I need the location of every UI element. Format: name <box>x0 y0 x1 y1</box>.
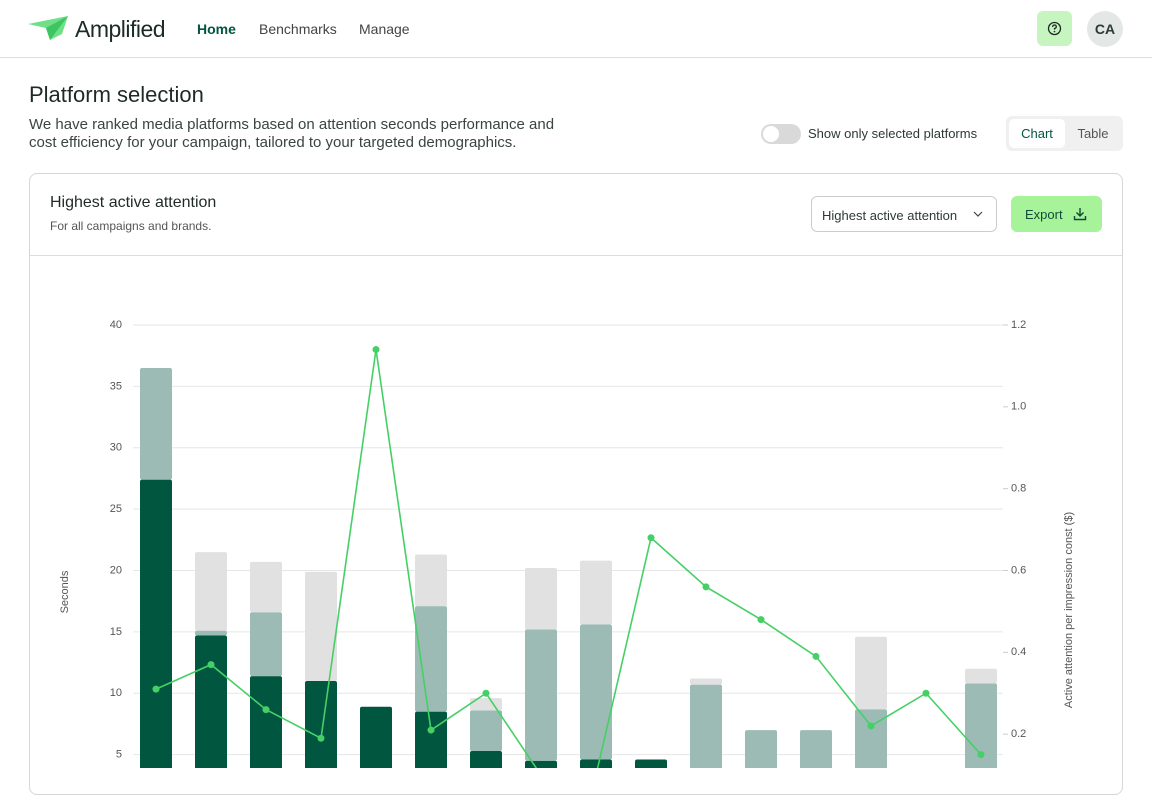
bar-segment <box>415 606 447 712</box>
bar-segment <box>195 630 227 636</box>
line-point <box>922 689 930 697</box>
chart: Seconds Active attention per impression … <box>59 319 1075 768</box>
nav-link[interactable]: Home <box>197 21 236 37</box>
bar-segment <box>525 760 557 768</box>
bar-segment <box>470 710 502 751</box>
help-button[interactable] <box>1037 11 1072 46</box>
help-icon <box>1047 21 1062 36</box>
card-title: Highest active attention <box>50 194 217 211</box>
y-tick-label: 25 <box>110 503 122 515</box>
toggle-label: Show only selected platforms <box>808 126 978 141</box>
bar-segment <box>855 709 887 768</box>
logo[interactable]: Amplified <box>75 16 166 42</box>
bar-segment <box>360 706 392 768</box>
line-point <box>757 616 765 624</box>
metric-dropdown[interactable]: Highest active attention <box>811 196 997 232</box>
y2-tick-label: 0.8 <box>1011 483 1026 495</box>
bar-segment <box>690 684 722 768</box>
line-point <box>262 706 270 714</box>
line <box>155 349 982 768</box>
bar-segment <box>305 571 337 681</box>
line-point <box>977 751 985 759</box>
bar-segment <box>470 698 502 711</box>
bar-segment <box>580 759 612 768</box>
card-subtitle: For all campaigns and brands. <box>50 219 212 233</box>
bar-segment <box>635 759 667 768</box>
bar-segment <box>580 624 612 760</box>
bar-segment <box>580 560 612 625</box>
line-point <box>647 534 655 542</box>
tab-group: Chart Table <box>1006 116 1123 151</box>
line-point <box>812 652 820 660</box>
tab[interactable]: Table <box>1077 126 1109 141</box>
line-point <box>152 685 160 693</box>
y2-tick-label: 0.4 <box>1011 646 1026 658</box>
y2-tick-label: 0.6 <box>1011 564 1026 576</box>
y2-axis-title: Active attention per impression const ($… <box>1063 512 1075 708</box>
line-point <box>427 726 435 734</box>
export-button[interactable]: Export <box>1011 196 1102 232</box>
y2-tick-label: 1.0 <box>1011 401 1026 413</box>
y-axis-title: Seconds <box>59 570 71 613</box>
bar-segment <box>415 711 447 768</box>
y-tick-label: 10 <box>110 687 122 699</box>
bar-segment <box>800 730 832 768</box>
y-tick-label: 20 <box>110 564 122 576</box>
bar-segment <box>305 680 337 768</box>
toggle[interactable] <box>761 124 801 144</box>
line-point <box>867 722 875 730</box>
line-point <box>207 661 215 669</box>
page-description: We have ranked media platforms based on … <box>29 116 555 151</box>
line-point <box>482 689 490 697</box>
divider <box>30 255 1122 256</box>
tab[interactable]: Chart <box>1009 119 1065 148</box>
bar-segment <box>195 635 227 768</box>
y2-tick-label: 0.2 <box>1011 728 1026 740</box>
bar-segment <box>250 561 282 613</box>
download-icon <box>1073 208 1087 221</box>
top-bar: Amplified Home Benchmarks Manage CA <box>0 0 1152 58</box>
bar-segment <box>855 636 887 710</box>
y-tick-label: 40 <box>110 319 122 331</box>
bar-segment <box>965 668 997 684</box>
dropdown-label: Highest active attention <box>822 208 958 223</box>
bar-segment <box>745 730 777 768</box>
bar-segment <box>140 367 172 480</box>
chevron <box>973 211 983 217</box>
nav-link[interactable]: Benchmarks <box>259 21 337 37</box>
y2-tick-label: 1.2 <box>1011 319 1026 331</box>
page-title: Platform selection <box>29 82 204 107</box>
bar-segment <box>470 750 502 768</box>
y-tick-label: 15 <box>110 626 122 638</box>
y-tick-label: 5 <box>116 749 122 761</box>
bar-segment <box>690 678 722 685</box>
bar-segment <box>250 676 282 768</box>
line-point <box>372 346 380 354</box>
bar-segment <box>525 568 557 630</box>
line-point <box>702 583 710 591</box>
export-label: Export <box>1025 207 1063 222</box>
bar-segment <box>525 629 557 761</box>
logo-icon <box>28 16 68 40</box>
avatar[interactable]: CA <box>1087 11 1123 47</box>
bar-segment <box>140 479 172 768</box>
bar-segment <box>195 552 227 631</box>
y-tick-label: 35 <box>110 380 122 392</box>
line-point <box>317 734 325 742</box>
bar-segment <box>415 554 447 607</box>
bar-segment <box>250 612 282 677</box>
y-tick-label: 30 <box>110 442 122 454</box>
nav-link[interactable]: Manage <box>359 21 410 37</box>
